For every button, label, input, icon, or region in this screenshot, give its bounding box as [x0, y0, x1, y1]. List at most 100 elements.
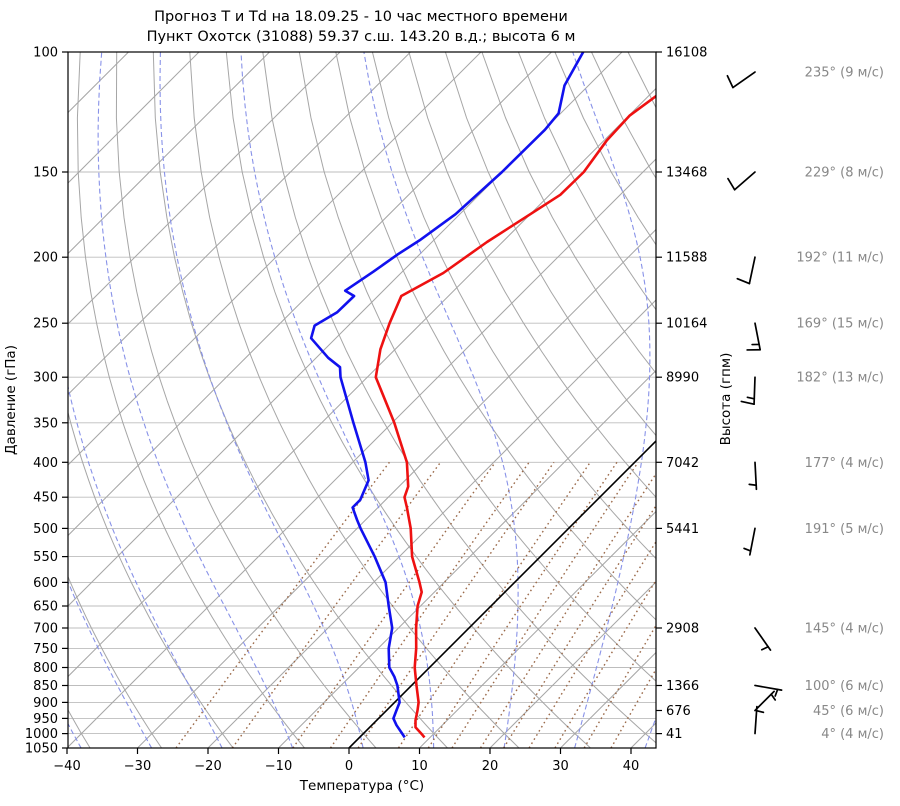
isotherm-line: [68, 87, 656, 678]
barb-stroke: [726, 74, 734, 89]
barb-stroke: [754, 322, 762, 351]
barb-stroke: [727, 177, 736, 191]
wind-label: 169° (15 м/с): [796, 317, 884, 332]
isotherm-line: [68, 52, 623, 607]
temperature-tick-label: −40: [53, 759, 80, 774]
chart-background-grid: [68, 52, 900, 748]
mixing-ratio-line: [397, 461, 591, 748]
temperature-tick-label: −10: [265, 759, 292, 774]
wind-barb: [726, 71, 756, 89]
temperature-tick-label: −30: [124, 759, 151, 774]
zero-isotherm-line: [348, 439, 656, 748]
wind-label: 191° (5 м/с): [805, 522, 884, 537]
barb-stroke: [746, 396, 756, 400]
isotherm-line: [137, 228, 656, 748]
height-tick-label: 7042: [666, 456, 699, 471]
isotherm-line: [68, 52, 482, 466]
pressure-axis-label: Давление (гПа): [3, 345, 19, 455]
moist-adiabat-line: [572, 52, 651, 748]
wind-barb: [736, 256, 756, 285]
pressure-tick-label: 750: [33, 642, 58, 657]
mixing-ratio-line: [503, 504, 656, 748]
pressure-tick-label: 700: [33, 621, 58, 636]
wind-barb: [754, 690, 777, 712]
dry-adiabat-line: [371, 52, 656, 560]
isotherm-line: [68, 52, 129, 114]
height-tick-label: 16108: [666, 46, 707, 61]
barb-stroke: [736, 277, 751, 285]
temperature-tick-label: 30: [552, 759, 569, 774]
dry-adiabat-line: [335, 52, 656, 621]
temperature-curve: [374, 94, 656, 739]
dry-adiabat-line: [444, 52, 656, 437]
moist-adiabat-line: [159, 52, 364, 748]
isotherm-line: [68, 52, 552, 537]
dry-adiabat-line: [408, 52, 656, 499]
mixing-ratio-line: [479, 472, 656, 748]
wind-barb-column: 235° (9 м/с) 229° (8 м/с) 192° (11 м/с) 169…: [726, 66, 884, 742]
wind-label: 229° (8 м/с): [805, 166, 884, 181]
temperature-tick-label: 10: [411, 759, 428, 774]
pressure-tick-label: 150: [33, 166, 58, 181]
pressure-tick-label: 1000: [25, 727, 58, 742]
barb-stroke: [733, 171, 756, 191]
height-tick-label: 5441: [666, 522, 699, 537]
pressure-tick-label: 550: [33, 550, 58, 565]
dry-adiabat-line: [225, 52, 591, 748]
barb-stroke: [748, 256, 756, 285]
dry-adiabat-line: [481, 52, 656, 375]
pressure-tick-label: 600: [33, 576, 58, 591]
height-axis-label: Высота (гпм): [718, 353, 734, 446]
barb-stroke: [774, 688, 779, 697]
pressure-tick-label: 850: [33, 679, 58, 694]
height-tick-label: 11588: [666, 251, 707, 266]
dry-adiabat-line: [665, 52, 900, 748]
wind-label: 45° (6 м/с): [813, 704, 884, 719]
dry-adiabat-line: [68, 575, 163, 748]
chart-title-line2: Пункт Охотск (31088) 59.37 с.ш. 143.20 в…: [147, 29, 576, 45]
wind-barb: [740, 376, 756, 406]
dry-adiabat-line: [76, 52, 305, 748]
dry-adiabat-line: [262, 52, 656, 744]
pressure-tick-label: 300: [33, 371, 58, 386]
wind-barb: [754, 684, 783, 697]
wind-label: 145° (4 м/с): [805, 621, 884, 636]
wind-barb: [743, 527, 756, 556]
temperature-axis-label: Температура (°C): [299, 778, 424, 794]
wind-barb: [754, 627, 772, 651]
barb-stroke: [753, 376, 756, 406]
axis-ticks: 1001502002503003504004505005506006507007…: [25, 46, 707, 775]
wind-barb: [746, 322, 762, 351]
temperature-tick-label: 40: [623, 759, 640, 774]
pressure-tick-label: 200: [33, 251, 58, 266]
mixing-ratio-line: [329, 461, 530, 748]
pressure-tick-label: 650: [33, 600, 58, 615]
barb-stroke: [748, 483, 758, 487]
barb-stroke: [740, 400, 755, 406]
dry-adiabat-line: [115, 52, 377, 748]
pressure-tick-label: 500: [33, 522, 58, 537]
pressure-tick-label: 900: [33, 696, 58, 711]
mixing-ratio-line: [231, 461, 442, 748]
wind-label: 235° (9 м/с): [805, 66, 884, 81]
isotherm-line: [68, 52, 411, 396]
barb-stroke: [755, 709, 765, 714]
pressure-tick-label: 1050: [25, 742, 58, 757]
moist-adiabat-line: [68, 580, 153, 748]
isotherm-line: [68, 52, 270, 255]
height-tick-label: 2908: [666, 621, 699, 636]
pressure-tick-label: 450: [33, 491, 58, 506]
barb-stroke: [760, 645, 770, 651]
dry-adiabat-line: [189, 52, 520, 748]
mixing-ratio-line: [357, 461, 555, 748]
wind-barb: [727, 171, 756, 191]
mixing-ratio-line: [610, 667, 656, 748]
dry-adiabat-line: [68, 410, 234, 748]
isotherm-line: [68, 52, 200, 184]
barb-stroke: [770, 693, 777, 701]
isotherm-line: [348, 440, 656, 748]
dry-adiabat-line: [591, 52, 656, 179]
height-tick-label: 41: [666, 727, 683, 742]
dewpoint-curve: [309, 52, 585, 739]
